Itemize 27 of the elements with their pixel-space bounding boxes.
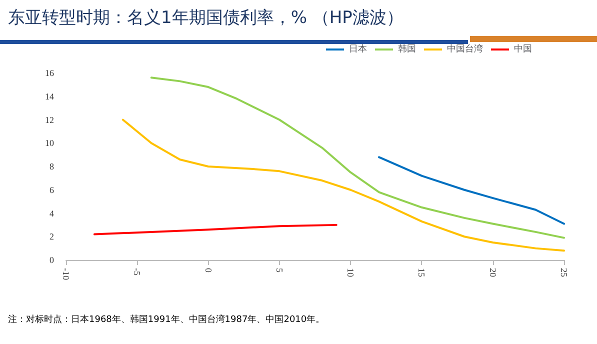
y-tick-label: 12	[45, 114, 54, 125]
y-tick-label: 10	[45, 138, 54, 148]
text: 注：对标时点：日本1968年、韩国1991年、中国台湾1987年、中国2010年。	[8, 314, 325, 326]
legend-label: 日本	[349, 44, 367, 54]
x-tick-label: 25	[559, 268, 569, 278]
line-series	[122, 118, 565, 252]
y-tick-label: 14	[45, 91, 54, 102]
legend-label: 韩国	[398, 44, 416, 54]
x-tick-label: 5	[274, 268, 284, 273]
y-tick-label: 0	[50, 255, 54, 265]
x-tick-label: 15	[416, 268, 427, 278]
y-tick-label: 4	[50, 208, 54, 218]
y-tick-label: 16	[45, 68, 54, 78]
x-tick-label: 10	[346, 268, 356, 278]
legend-label: 中国	[514, 44, 532, 54]
line-series	[150, 76, 565, 239]
y-tick-label: 2	[50, 232, 54, 242]
x-tick-label: -5	[132, 268, 142, 276]
line-series	[378, 156, 565, 225]
line-series	[93, 224, 338, 236]
y-tick-label: 6	[50, 184, 54, 195]
y-tick-label: 8	[50, 162, 54, 172]
x-tick-label: 0	[203, 268, 214, 273]
x-tick-label: -10	[61, 268, 71, 280]
chart-title: 东亚转型时期：名义1年期国债利率，% （HP滤波）	[8, 7, 404, 29]
legend-label: 中国台湾	[447, 44, 483, 54]
x-tick-label: 20	[488, 268, 498, 278]
